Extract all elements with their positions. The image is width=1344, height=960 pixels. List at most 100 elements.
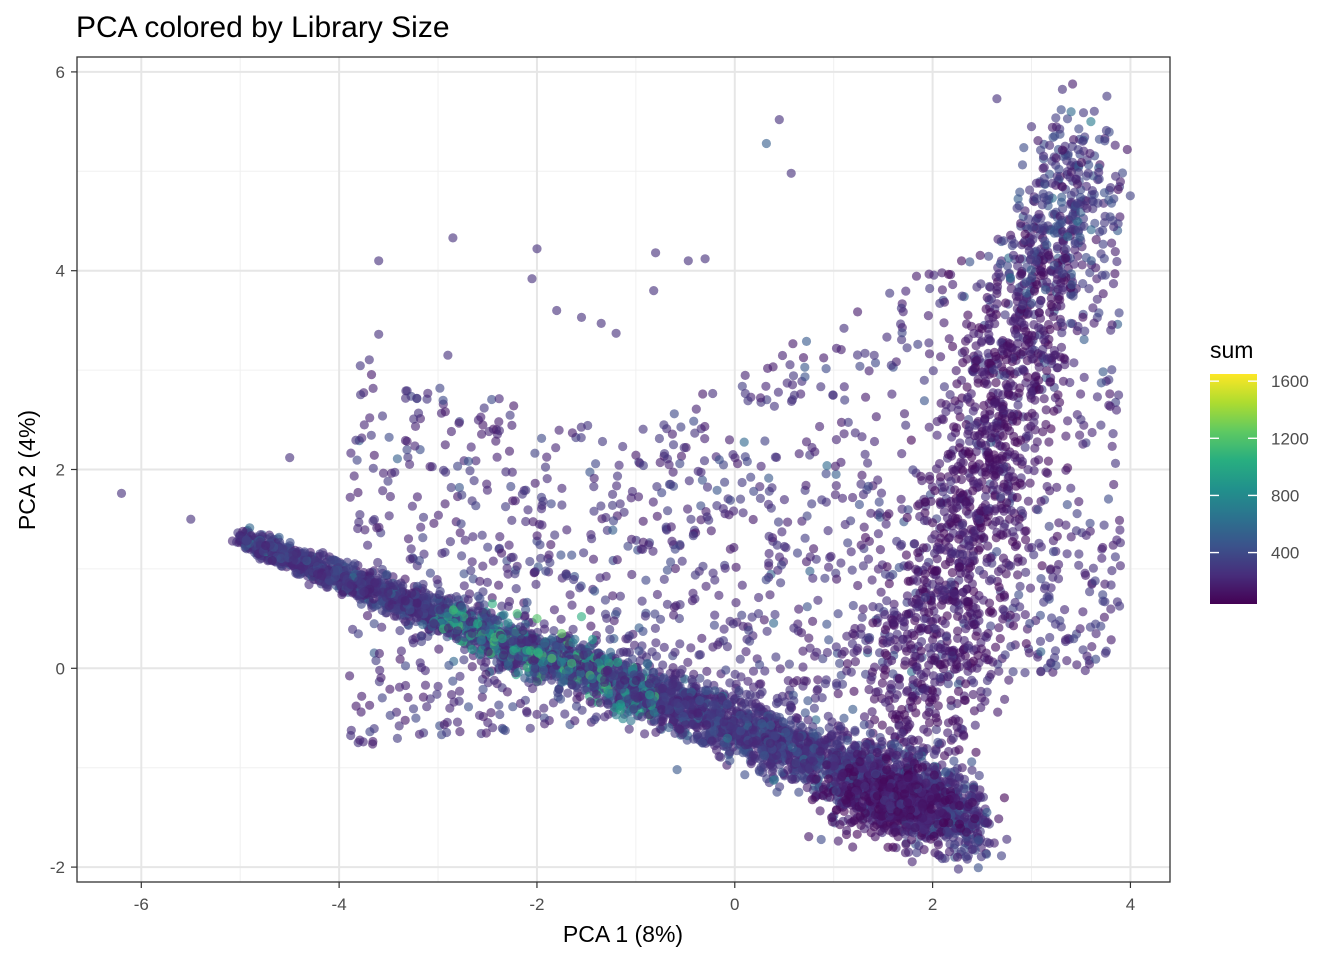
data-point [1077,260,1087,270]
data-point [1078,645,1088,655]
data-point [772,540,782,550]
data-point [346,448,356,458]
data-point [494,700,504,710]
data-point [403,452,413,462]
data-point [503,618,513,628]
data-point [663,506,673,516]
data-point [816,382,826,392]
data-point [919,575,929,585]
data-point [1099,520,1109,530]
data-point [885,632,895,642]
data-point [821,469,831,479]
data-point [1096,621,1106,631]
data-point [1084,284,1094,294]
data-point [865,728,876,738]
data-point [708,568,718,578]
data-point [755,393,766,403]
data-point [813,675,823,685]
data-point [475,576,485,586]
data-point [970,720,980,730]
data-point [755,493,766,503]
data-point [484,426,494,437]
data-point [810,447,820,457]
data-point [853,580,863,591]
data-point [946,548,956,558]
data-point [1099,254,1109,264]
data-point [889,606,899,617]
data-point [924,718,935,728]
data-point [937,414,947,424]
data-point [943,672,953,682]
data-point [1012,492,1022,503]
data-point [702,512,712,522]
data-point [1015,270,1025,281]
data-point [408,635,418,645]
data-point [944,269,954,279]
data-point [1049,406,1059,416]
data-point [650,623,661,634]
data-point [463,702,474,712]
data-point [477,530,487,540]
data-point [418,692,428,702]
data-point [880,569,891,579]
data-point [355,509,365,520]
data-point [710,610,720,620]
data-point [863,481,874,491]
data-point [659,420,669,430]
data-point [789,390,800,400]
data-point [1034,362,1044,372]
data-point [933,717,943,727]
data-point [1091,629,1101,639]
data-point [504,446,515,456]
data-point [1063,416,1073,426]
data-point [745,636,755,646]
data-point [482,577,492,588]
data-point [897,539,907,550]
data-point [885,288,895,298]
data-point [501,502,511,512]
data-point [1048,547,1059,557]
data-point [964,541,974,551]
data-point [761,381,771,391]
data-point [986,553,996,563]
data-point [808,616,818,627]
data-point [567,600,577,610]
data-point [698,389,708,399]
data-point [697,475,708,485]
data-point [924,422,934,432]
data-point [773,387,784,397]
data-point [1025,618,1035,629]
data-point [440,407,450,417]
data-point [631,450,641,460]
data-point [859,522,869,532]
data-point [999,236,1009,246]
data-point [1074,560,1084,570]
data-point [433,510,443,520]
data-point [568,624,578,634]
data-point [994,666,1004,676]
data-point [1005,366,1015,376]
data-point [1087,427,1097,438]
data-point [942,513,953,523]
data-point [1075,624,1085,634]
data-point [626,493,636,503]
data-point [401,393,411,403]
data-point [345,492,355,502]
data-point [1037,200,1047,210]
data-point [979,533,989,543]
data-point [511,584,521,594]
data-point [1004,471,1014,482]
data-point [585,605,595,615]
data-point [982,505,993,515]
data-point [540,719,550,729]
data-point [449,697,459,707]
data-point [1032,255,1042,265]
data-point [967,452,977,462]
data-point [1069,634,1079,644]
data-point [671,601,681,611]
data-point [1041,405,1051,415]
data-point [1075,430,1085,440]
data-point [988,312,998,322]
data-point [1085,518,1095,528]
data-point [920,592,931,603]
